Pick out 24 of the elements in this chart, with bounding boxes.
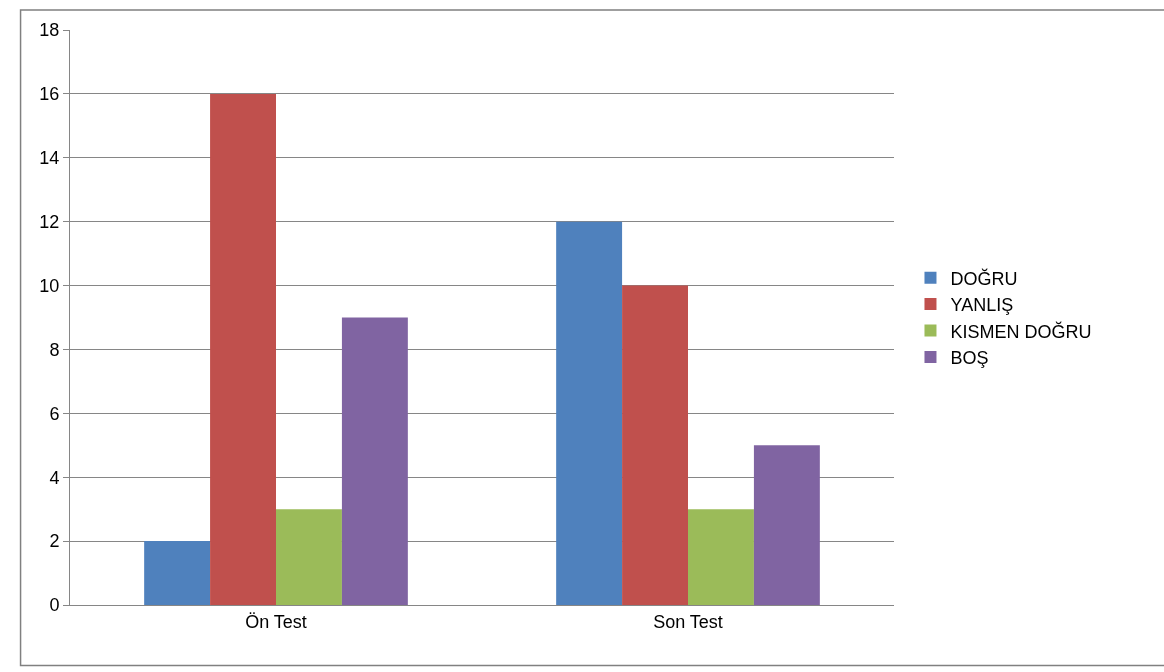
y-tick-label: 8 (49, 339, 60, 360)
bar (622, 285, 688, 605)
bar (753, 445, 820, 605)
bar (688, 509, 754, 605)
y-tick-label: 2 (49, 531, 60, 552)
y-tick-label: 10 (39, 275, 60, 296)
y-tick-label: 16 (39, 84, 60, 105)
y-tick-label: 4 (49, 467, 60, 488)
y-tick-label: 14 (39, 148, 60, 169)
legend-label: KISMEN DOĞRU (950, 320, 1092, 342)
bar (341, 317, 408, 605)
bar (210, 93, 276, 605)
bar (144, 541, 211, 605)
legend-label: BOŞ (950, 347, 989, 368)
y-tick-label: 12 (39, 211, 60, 232)
x-tick-label: Son Test (653, 611, 723, 632)
bar (556, 221, 623, 605)
y-tick-label: 18 (39, 20, 60, 41)
y-tick-label: 0 (49, 595, 60, 616)
y-tick-label: 6 (49, 403, 60, 424)
bar (276, 509, 342, 605)
x-tick-label: Ön Test (245, 611, 307, 632)
legend-label: YANLIŞ (950, 295, 1014, 316)
legend-label: DOĞRU (950, 267, 1018, 289)
